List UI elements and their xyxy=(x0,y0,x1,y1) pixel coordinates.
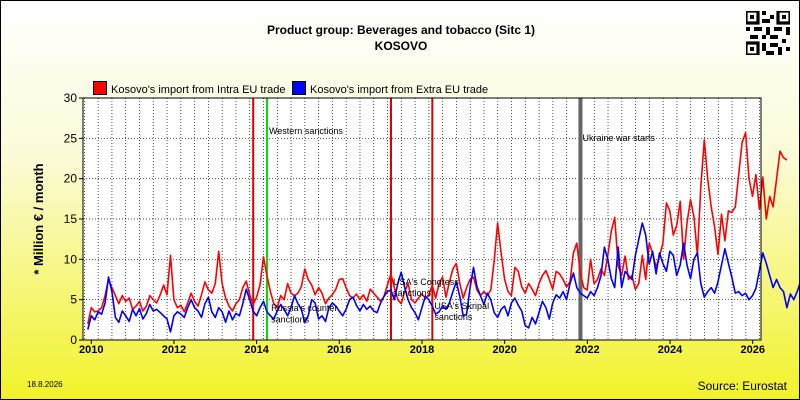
annotation-0: Russia's counter xyxy=(271,303,337,313)
y-tick-label-3: 15 xyxy=(64,212,78,226)
legend-label-intra-eu: Kosovo's import from Intra EU trade xyxy=(111,84,286,96)
y-tick-label-2: 10 xyxy=(64,252,78,266)
event-label-1: Western sanctions xyxy=(269,126,343,136)
event-label-4: Ukraine war starts xyxy=(582,133,655,143)
y-tick-label-6: 30 xyxy=(64,91,78,105)
x-tick-label-7: 2024 xyxy=(658,344,683,356)
series-line-0 xyxy=(87,131,788,325)
chart-subtitle: KOSOVO xyxy=(374,39,428,53)
x-tick-label-4: 2018 xyxy=(410,344,434,356)
event-label-3-line2: sanctions xyxy=(434,312,473,322)
x-tick-label-3: 2016 xyxy=(327,344,351,356)
x-tick-label-6: 2022 xyxy=(575,344,599,356)
y-tick-label-5: 25 xyxy=(64,131,78,145)
series-line-1 xyxy=(87,222,799,333)
footer-source: Source: Eurostat xyxy=(697,379,787,393)
event-label-2-line1: USA's Congress xyxy=(393,277,459,287)
event-label-2-line2: sanctions xyxy=(393,288,432,298)
legend-swatch-blue xyxy=(292,81,306,95)
x-tick-label-2: 2014 xyxy=(244,344,269,356)
y-axis-label: * Million € / month xyxy=(31,163,46,274)
x-tick-label-5: 2020 xyxy=(492,344,516,356)
annotation-1: sanctions xyxy=(271,314,310,324)
footer-date: 18.8.2026 xyxy=(27,380,63,389)
y-tick-label-0: 0 xyxy=(70,333,77,347)
legend-swatch-red xyxy=(93,81,107,95)
x-tick-label-1: 2012 xyxy=(162,344,186,356)
event-label-3-line1: USA's Skripal xyxy=(434,301,489,311)
y-tick-label-1: 5 xyxy=(70,293,77,307)
x-tick-label-8: 2026 xyxy=(740,344,764,356)
legend-item-extra-eu: Kosovo's import from Extra EU trade xyxy=(292,81,489,96)
chart-title: Product group: Beverages and tobacco (Si… xyxy=(266,23,536,37)
y-tick-label-4: 20 xyxy=(64,172,78,186)
x-tick-label-0: 2010 xyxy=(79,344,103,356)
legend-label-extra-eu: Kosovo's import from Extra EU trade xyxy=(310,84,489,96)
legend-item-intra-eu: Kosovo's import from Intra EU trade xyxy=(93,81,286,96)
qr-code-icon xyxy=(744,9,792,57)
